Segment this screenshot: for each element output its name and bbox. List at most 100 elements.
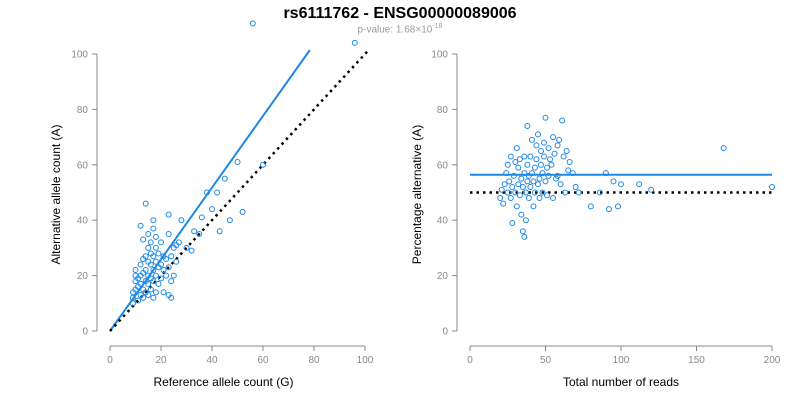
data-point (137, 280, 144, 287)
x-tick-label: 80 (308, 355, 320, 366)
data-point (137, 261, 144, 268)
data-point (512, 159, 519, 166)
data-point (572, 183, 579, 190)
data-point (542, 178, 549, 185)
data-point (260, 161, 266, 168)
data-point (554, 142, 561, 149)
p-value-exponent: -18 (432, 23, 443, 30)
data-point (533, 142, 540, 149)
data-point (516, 192, 523, 199)
data-point (539, 189, 546, 196)
x-tick-label: 0 (467, 355, 473, 366)
plot-1: 0 20 40 60 80 100 0 20 40 60 80 100 Reference allele… (49, 20, 374, 389)
data-point (173, 258, 180, 265)
data-point (150, 294, 157, 301)
y-tick-label: 20 (437, 271, 449, 282)
data-point (521, 153, 528, 160)
data-point (150, 267, 157, 274)
x-tick-label: 200 (764, 355, 781, 366)
data-point (636, 181, 643, 188)
plot-2: 0 50 100 150 200 0 20 40 60 80 100 Total number of … (410, 50, 781, 390)
data-point (544, 192, 551, 199)
data-point (533, 156, 540, 163)
data-point (140, 236, 147, 243)
data-point (249, 20, 256, 27)
data-point (545, 145, 552, 152)
data-point (544, 164, 551, 171)
data-point (152, 244, 159, 251)
data-point (509, 219, 516, 226)
x-axis-title: Total number of reads (563, 375, 679, 389)
data-point (501, 181, 508, 188)
y-tick-label: 60 (77, 160, 89, 171)
data-point (531, 164, 538, 171)
data-point (168, 253, 175, 260)
data-point (196, 231, 203, 238)
data-point (168, 294, 175, 301)
data-point (531, 189, 538, 196)
data-point (239, 208, 246, 215)
data-point (587, 203, 594, 210)
data-point (147, 261, 154, 268)
data-point (129, 300, 136, 307)
data-point (510, 172, 517, 179)
y-tick-label: 80 (437, 105, 449, 116)
data-point (150, 253, 157, 260)
y-tick-label: 60 (437, 160, 449, 171)
data-point (519, 183, 526, 190)
data-point (216, 228, 223, 235)
data-point (551, 150, 558, 157)
data-point (158, 239, 164, 246)
data-point (158, 275, 164, 282)
data-point (507, 195, 514, 202)
x-tick-label: 0 (107, 355, 113, 366)
data-point (528, 170, 535, 177)
data-point (221, 175, 228, 182)
y-tick-label: 40 (437, 216, 449, 227)
data-point (500, 200, 507, 207)
data-point (145, 244, 152, 251)
data-point (614, 203, 621, 210)
data-point (351, 39, 358, 46)
y-tick-label: 100 (71, 50, 88, 61)
data-point (618, 181, 624, 188)
data-point (150, 217, 157, 224)
y-tick-label: 80 (77, 105, 89, 116)
data-point (515, 164, 522, 171)
data-point (537, 161, 544, 168)
data-point (512, 189, 519, 196)
data-point (540, 139, 547, 146)
data-point (539, 170, 546, 177)
y-tick-label: 40 (77, 216, 89, 227)
data-point (524, 161, 531, 168)
data-point (536, 175, 543, 182)
data-point (521, 170, 528, 177)
data-point (150, 225, 157, 232)
data-point (498, 186, 505, 193)
data-point (518, 211, 525, 218)
data-point (550, 195, 557, 202)
data-point (147, 286, 154, 293)
data-point (132, 267, 139, 274)
data-point (513, 203, 520, 210)
x-axis-title: Reference allele count (G) (153, 375, 293, 389)
y-tick-label: 20 (77, 271, 89, 282)
data-point (188, 247, 195, 254)
chart-subtitle: p-value: 1.68×10-18 (0, 23, 800, 35)
data-point (175, 239, 182, 246)
data-point (145, 280, 152, 287)
data-point (170, 272, 177, 279)
data-point (560, 153, 567, 160)
data-point (534, 181, 541, 188)
y-axis-title: Percentage alternative (A) (410, 125, 424, 264)
data-point (214, 189, 221, 196)
data-point (140, 294, 147, 301)
y-tick-label: 0 (82, 327, 88, 338)
data-point (528, 136, 535, 143)
data-point (769, 183, 775, 190)
data-point (554, 172, 561, 179)
data-point (504, 189, 511, 196)
data-point (596, 189, 603, 196)
data-point (152, 289, 159, 296)
data-point (507, 153, 514, 160)
